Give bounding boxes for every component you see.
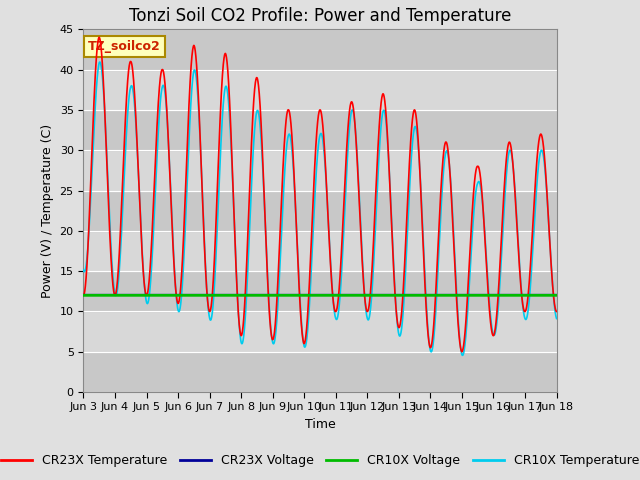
Bar (83, 312, 557, 352)
Bar (83, 352, 557, 392)
Bar (83, 70, 557, 110)
Legend: CR23X Temperature, CR23X Voltage, CR10X Voltage, CR10X Temperature: CR23X Temperature, CR23X Voltage, CR10X … (0, 449, 640, 472)
Bar (83, 191, 557, 231)
Bar (83, 110, 557, 150)
Bar (83, 150, 557, 191)
X-axis label: Time: Time (305, 418, 335, 431)
Bar (83, 231, 557, 271)
Title: Tonzi Soil CO2 Profile: Power and Temperature: Tonzi Soil CO2 Profile: Power and Temper… (129, 7, 511, 25)
Bar (83, 271, 557, 312)
Y-axis label: Power (V) / Temperature (C): Power (V) / Temperature (C) (41, 124, 54, 298)
Bar (83, 29, 557, 70)
Text: TZ_soilco2: TZ_soilco2 (88, 40, 161, 53)
